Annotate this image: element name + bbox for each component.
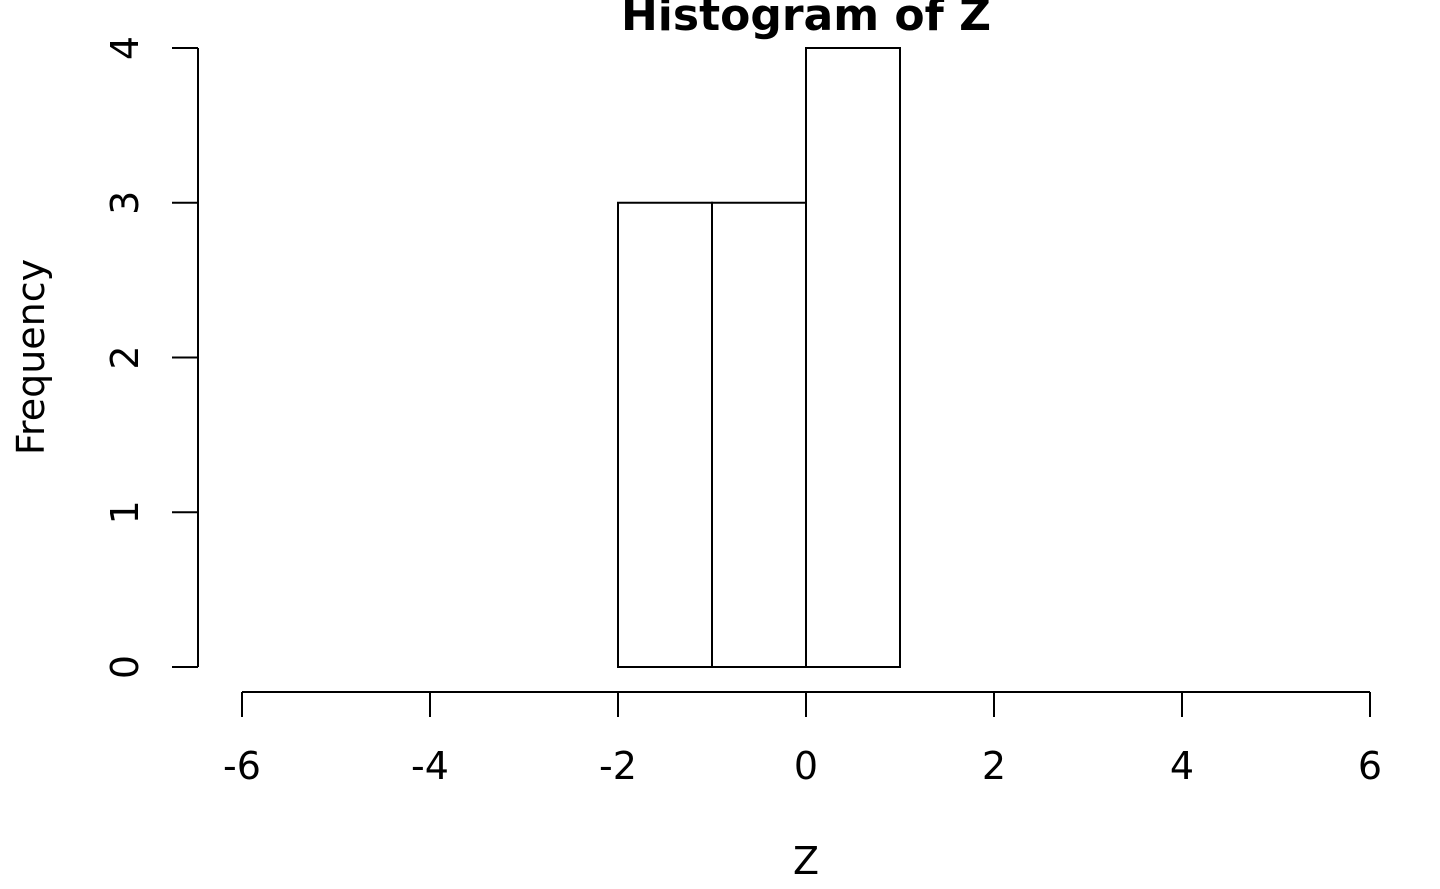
y-tick-label: 2: [103, 345, 147, 369]
chart-title: Histogram of Z: [621, 0, 991, 41]
x-tick-label: 0: [794, 744, 818, 788]
histogram-bar: [711, 201, 807, 668]
x-tick-label: -4: [411, 744, 449, 788]
y-tick-label: 0: [103, 655, 147, 679]
histogram-bar: [805, 47, 901, 668]
x-tick-label: -2: [599, 744, 637, 788]
y-tick-label: 1: [103, 500, 147, 524]
x-tick-label: 6: [1358, 744, 1382, 788]
histogram-bar: [617, 201, 713, 668]
x-tick-label: 2: [982, 744, 1006, 788]
y-axis-title: Frequency: [9, 259, 53, 455]
x-axis-title: Z: [793, 839, 819, 883]
x-tick-label: -6: [223, 744, 261, 788]
y-tick-label: 3: [103, 191, 147, 215]
x-axis: -6 -4 -2 0 2 4 6: [223, 691, 1382, 788]
x-tick-label: 4: [1170, 744, 1194, 788]
y-tick-label: 4: [103, 36, 147, 60]
y-axis: 0 1 2 3 4: [103, 36, 199, 679]
histogram-bars: [617, 47, 901, 668]
